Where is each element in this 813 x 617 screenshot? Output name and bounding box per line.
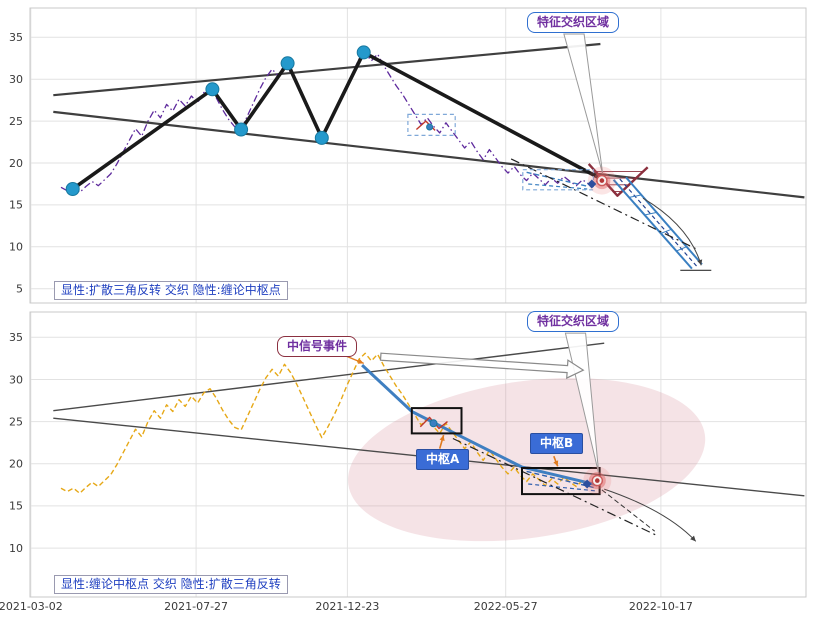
svg-text:10: 10 [9, 241, 23, 254]
svg-text:2021-03-02: 2021-03-02 [0, 600, 63, 613]
svg-text:15: 15 [9, 500, 23, 513]
annotation-feature-zone-bottom: 特征交织区域 [527, 311, 620, 332]
annotation-feature-zone-top: 特征交织区域 [527, 12, 620, 33]
svg-text:30: 30 [9, 373, 23, 386]
svg-text:2022-10-17: 2022-10-17 [629, 600, 693, 613]
svg-text:20: 20 [9, 458, 23, 471]
svg-text:2021-12-23: 2021-12-23 [315, 600, 379, 613]
svg-text:10: 10 [9, 542, 23, 555]
legend-top-panel: 显性:扩散三角反转 交织 隐性:缠论中枢点 [54, 281, 288, 300]
svg-text:20: 20 [9, 157, 23, 170]
annotation-pivot-b: 中枢B [530, 433, 584, 454]
svg-text:35: 35 [9, 31, 23, 44]
svg-text:2022-05-27: 2022-05-27 [474, 600, 538, 613]
legend-bottom-panel: 显性:缠论中枢点 交织 隐性:扩散三角反转 [54, 575, 288, 594]
svg-text:5: 5 [16, 283, 23, 296]
annotation-signal-event: 中信号事件 [277, 336, 358, 357]
svg-text:30: 30 [9, 73, 23, 86]
svg-text:35: 35 [9, 331, 23, 344]
svg-text:25: 25 [9, 115, 23, 128]
annotation-pivot-a: 中枢A [416, 449, 470, 470]
svg-text:15: 15 [9, 199, 23, 212]
svg-text:2021-07-27: 2021-07-27 [164, 600, 228, 613]
svg-text:25: 25 [9, 415, 23, 428]
